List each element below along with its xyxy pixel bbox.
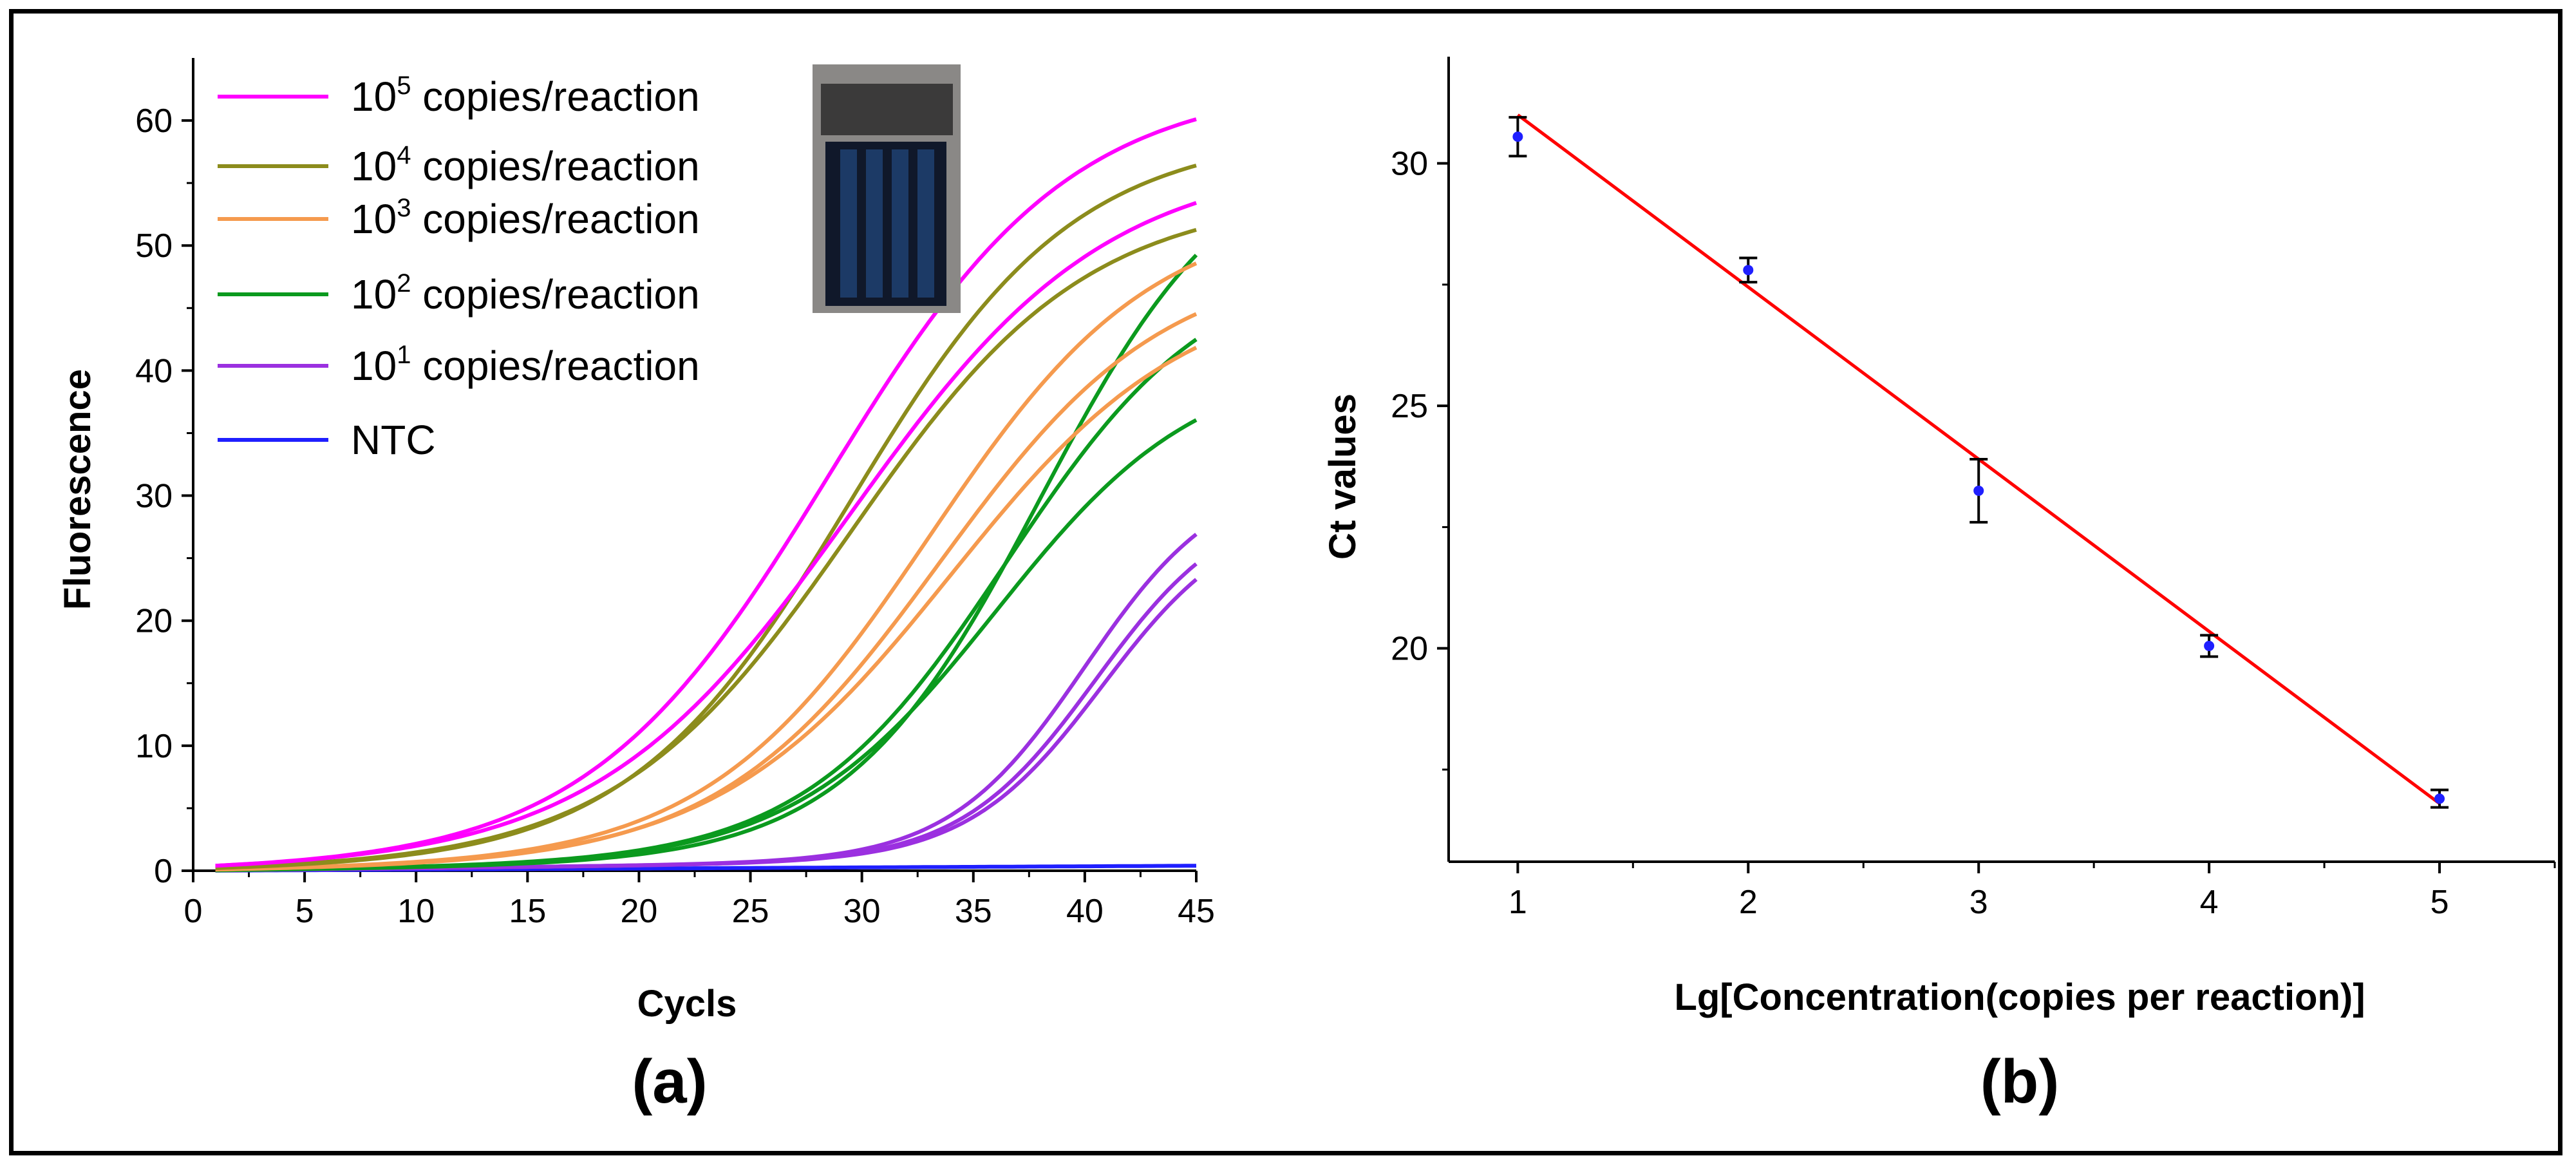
- chart-a-panel-label: (a): [632, 1047, 707, 1116]
- chart-b-xlabel: Lg[Concentration(copies per reaction)]: [1674, 976, 2365, 1018]
- chart-a-legend: 105 copies/reaction 104 copies/reaction 10…: [218, 71, 700, 463]
- data-point: [2204, 640, 2215, 651]
- chart-a-y-tick-label: 60: [135, 102, 173, 140]
- chart-b-x-tick-label: 5: [2430, 884, 2449, 921]
- chart-a-xlabel: Cycls: [637, 983, 737, 1025]
- chart-a-y-tick-label: 10: [135, 728, 173, 765]
- chart-b-x-tick-label: 1: [1509, 884, 1527, 921]
- inset-photo-channel: [892, 149, 908, 298]
- chart-a-x-tick-label: 30: [843, 893, 881, 930]
- chart-a-y-tick-label: 0: [154, 853, 173, 890]
- data-point: [2434, 793, 2445, 804]
- chart-b-y-tick-label: 25: [1391, 388, 1428, 425]
- data-point: [1743, 265, 1754, 276]
- chart-b-x-tick-label: 4: [2200, 884, 2219, 921]
- chart-a-x-tick-label: 15: [509, 893, 546, 930]
- chart-a-y-tick-label: 20: [135, 603, 173, 640]
- legend-label: 103 copies/reaction: [351, 194, 700, 242]
- chart-a-x-tick-label: 5: [296, 893, 314, 930]
- chart-a-series-curve: [215, 418, 1198, 873]
- chart-a: 0 5 10 15 20 25 30 35 40 45 0 10 20 30 40 50 60 105 copi…: [57, 58, 1215, 1116]
- inset-photo-channel: [840, 149, 857, 298]
- chart-a-x-tick-label: 10: [397, 893, 435, 930]
- inset-photo-channel: [866, 149, 883, 298]
- chart-a-curves: [215, 117, 1198, 873]
- chart-b-y-tick-label: 20: [1391, 631, 1428, 668]
- chart-b: 1 2 3 4 5 20 25 30 Lg[Concentration(copies per …: [1322, 57, 2556, 1116]
- legend-label: 102 copies/reaction: [351, 269, 700, 318]
- legend-label: 104 copies/reaction: [351, 141, 700, 189]
- legend-label: NTC: [351, 417, 436, 463]
- chart-b-y-tick-label: 30: [1391, 146, 1428, 183]
- chart-a-x-tick-label: 25: [732, 893, 769, 930]
- chart-a-y-tick-label: 40: [135, 352, 173, 390]
- legend-label: 101 copies/reaction: [351, 341, 700, 389]
- chart-a-x-tick-label: 20: [621, 893, 658, 930]
- chart-a-y-tick-label: 30: [135, 478, 173, 515]
- chart-a-y-tick-label: 50: [135, 227, 173, 265]
- chart-a-x-tick-label: 35: [955, 893, 992, 930]
- chart-b-data: [1509, 113, 2449, 809]
- data-point: [1512, 131, 1523, 142]
- figure-frame: [9, 9, 2562, 1155]
- chart-a-series-curve: [215, 578, 1198, 873]
- inset-photo-top: [821, 84, 953, 135]
- chart-a-ylabel: Fluorescence: [57, 369, 99, 610]
- inset-photo-channel: [917, 149, 934, 298]
- chart-b-axes: 1 2 3 4 5 20 25 30: [1391, 57, 2556, 921]
- chart-b-ylabel: Ct values: [1322, 394, 1364, 560]
- chart-b-x-tick-label: 3: [1970, 884, 1988, 921]
- chart-a-x-tick-label: 45: [1178, 893, 1215, 930]
- chart-a-series-curve: [215, 201, 1197, 868]
- chart-b-panel-label: (b): [1980, 1047, 2060, 1116]
- chart-a-series-curve: [215, 533, 1198, 873]
- data-point: [1973, 485, 1984, 496]
- legend-label: 105 copies/reaction: [351, 71, 700, 120]
- chart-b-x-tick-label: 2: [1739, 884, 1758, 921]
- inset-photo: [813, 64, 961, 313]
- chart-a-x-tick-label: 0: [184, 893, 203, 930]
- chart-a-series-curve: [215, 228, 1197, 870]
- chart-a-series-curve: [215, 346, 1198, 871]
- chart-a-x-tick-label: 40: [1066, 893, 1104, 930]
